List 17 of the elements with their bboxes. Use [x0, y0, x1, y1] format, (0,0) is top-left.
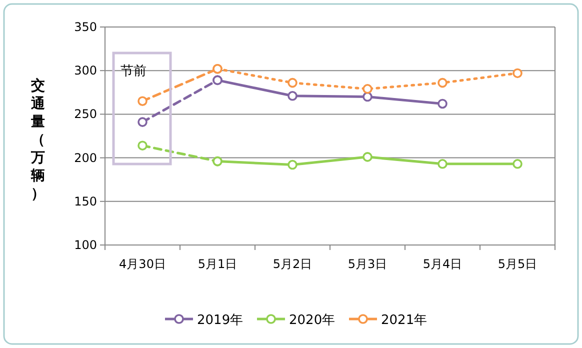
y-axis-title: 交通量（万辆）	[30, 77, 46, 202]
y-tick-label: 300	[74, 64, 97, 78]
x-tick-label: 4月30日	[119, 257, 166, 271]
x-tick-label: 5月3日	[348, 257, 388, 271]
legend-label: 2019年	[197, 313, 244, 328]
legend-label: 2021年	[381, 313, 428, 328]
annotation: 节前	[120, 64, 146, 79]
legend-label: 2020年	[289, 313, 336, 328]
y-tick-label: 100	[74, 238, 97, 252]
y-tick-label: 200	[74, 150, 97, 165]
y-tick-label: 150	[74, 194, 97, 208]
x-tick-label: 5月2日	[272, 257, 312, 271]
x-tick-label: 5月1日	[198, 257, 238, 271]
y-tick-label: 250	[74, 107, 97, 122]
x-tick-label: 5月5日	[498, 257, 538, 271]
x-tick-label: 5月4日	[422, 257, 462, 271]
y-tick-label: 350	[74, 20, 97, 34]
